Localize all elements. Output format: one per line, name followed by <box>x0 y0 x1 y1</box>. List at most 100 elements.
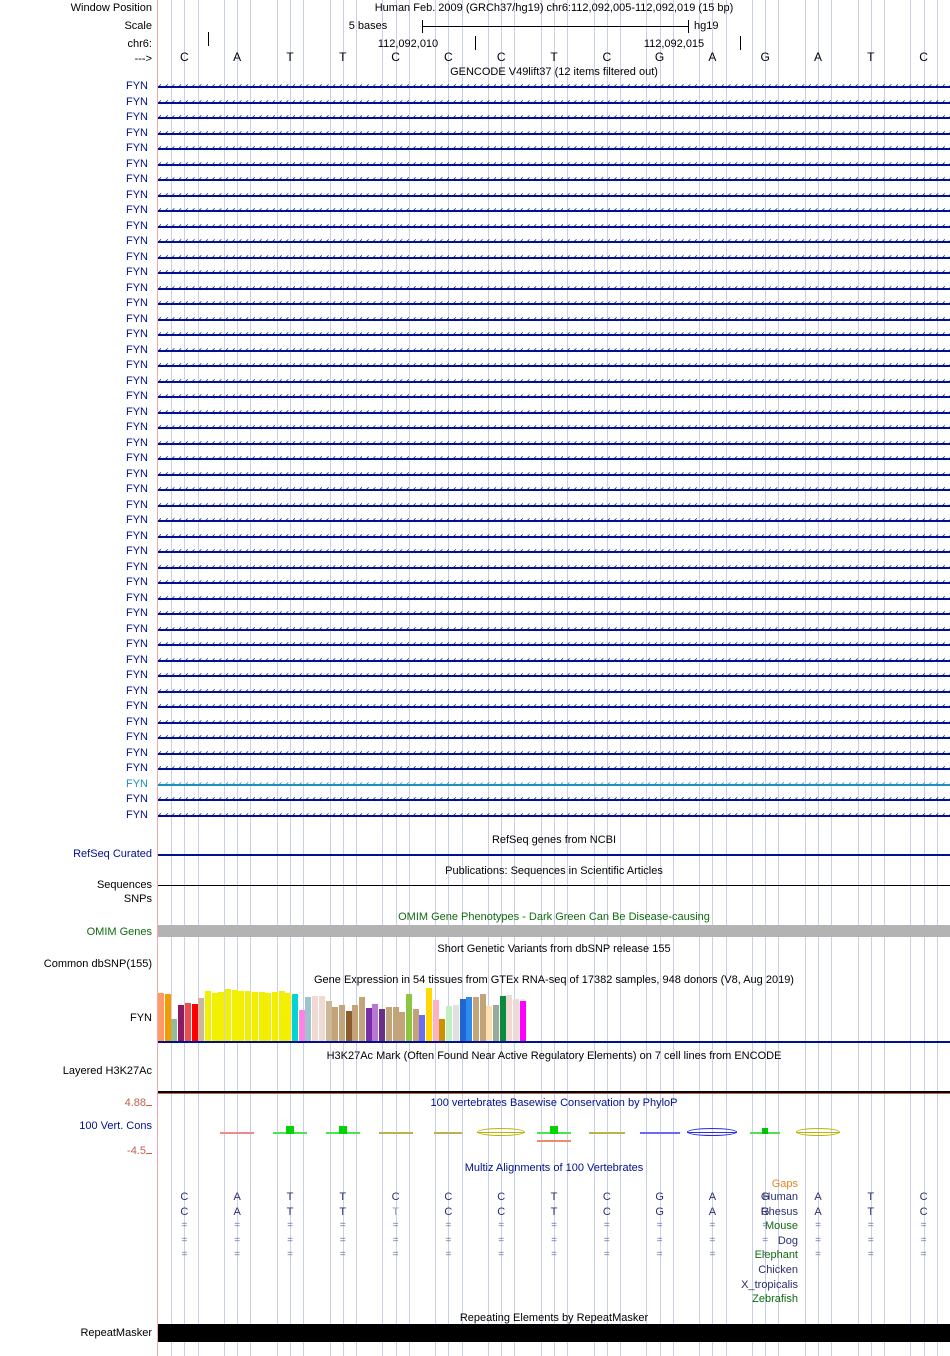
conservation-bar-line[interactable] <box>588 1132 625 1134</box>
gtex-tissue-bar[interactable] <box>218 992 225 1041</box>
gtex-tissue-bar[interactable] <box>379 1009 386 1041</box>
gencode-row-label[interactable]: FYN <box>126 235 148 247</box>
gencode-gene-row[interactable]: ‹‹‹‹‹‹‹‹‹‹‹‹‹‹‹‹‹‹‹‹‹‹‹‹‹‹‹‹‹‹‹‹‹‹‹‹‹‹‹‹… <box>158 794 950 805</box>
gtex-tissue-bar[interactable] <box>519 1001 526 1041</box>
gencode-gene-row[interactable]: ‹‹‹‹‹‹‹‹‹‹‹‹‹‹‹‹‹‹‹‹‹‹‹‹‹‹‹‹‹‹‹‹‹‹‹‹‹‹‹‹… <box>158 329 950 340</box>
gtex-tissue-bar[interactable] <box>211 993 218 1041</box>
gencode-row-label[interactable]: FYN <box>126 297 148 309</box>
gencode-gene-row[interactable]: ‹‹‹‹‹‹‹‹‹‹‹‹‹‹‹‹‹‹‹‹‹‹‹‹‹‹‹‹‹‹‹‹‹‹‹‹‹‹‹‹… <box>158 670 950 681</box>
gtex-tissue-bar[interactable] <box>345 1011 352 1041</box>
gencode-gene-row[interactable]: ‹‹‹‹‹‹‹‹‹‹‹‹‹‹‹‹‹‹‹‹‹‹‹‹‹‹‹‹‹‹‹‹‹‹‹‹‹‹‹‹… <box>158 546 950 557</box>
gencode-row-label[interactable]: FYN <box>126 731 148 743</box>
gtex-tissue-bar[interactable] <box>338 1005 345 1041</box>
gencode-row-label[interactable]: FYN <box>126 560 148 573</box>
gencode-row-label[interactable]: FYN <box>126 173 148 185</box>
gtex-tissue-bar[interactable] <box>184 1003 191 1041</box>
gencode-row-label[interactable]: FYN <box>126 328 148 340</box>
gencode-gene-row[interactable]: ‹‹‹‹‹‹‹‹‹‹‹‹‹‹‹‹‹‹‹‹‹‹‹‹‹‹‹‹‹‹‹‹‹‹‹‹‹‹‹‹… <box>158 732 950 743</box>
gencode-gene-row[interactable]: ‹‹‹‹‹‹‹‹‹‹‹‹‹‹‹‹‹‹‹‹‹‹‹‹‹‹‹‹‹‹‹‹‹‹‹‹‹‹‹‹… <box>158 701 950 712</box>
gencode-row-label[interactable]: FYN <box>126 483 148 495</box>
conservation-bar-line[interactable] <box>434 1132 463 1134</box>
conservation-features[interactable] <box>158 1105 950 1155</box>
gencode-gene-row[interactable]: ‹‹‹‹‹‹‹‹‹‹‹‹‹‹‹‹‹‹‹‹‹‹‹‹‹‹‹‹‹‹‹‹‹‹‹‹‹‹‹‹… <box>158 453 950 464</box>
multiz-species-label[interactable]: Elephant <box>754 1249 798 1262</box>
multiz-species-label[interactable]: Human <box>762 1191 798 1203</box>
gencode-row-label[interactable]: FYN <box>126 746 148 759</box>
multiz-species-label[interactable]: X_tropicalis <box>741 1278 798 1291</box>
gencode-gene-row[interactable]: ‹‹‹‹‹‹‹‹‹‹‹‹‹‹‹‹‹‹‹‹‹‹‹‹‹‹‹‹‹‹‹‹‹‹‹‹‹‹‹‹… <box>158 593 950 604</box>
gtex-tissue-bar[interactable] <box>459 999 466 1041</box>
gencode-gene-row[interactable]: ‹‹‹‹‹‹‹‹‹‹‹‹‹‹‹‹‹‹‹‹‹‹‹‹‹‹‹‹‹‹‹‹‹‹‹‹‹‹‹‹… <box>158 515 950 526</box>
gencode-row-label[interactable]: FYN <box>126 343 148 356</box>
refseq-feature-line[interactable] <box>158 854 950 856</box>
gencode-gene-row[interactable]: ‹‹‹‹‹‹‹‹‹‹‹‹‹‹‹‹‹‹‹‹‹‹‹‹‹‹‹‹‹‹‹‹‹‹‹‹‹‹‹‹… <box>158 221 950 232</box>
conservation-bar-line[interactable] <box>220 1132 255 1134</box>
gtex-tissue-bar[interactable] <box>365 1008 372 1041</box>
multiz-species-label[interactable]: Mouse <box>764 1220 798 1233</box>
gencode-row-label[interactable]: FYN <box>126 607 148 619</box>
gencode-gene-row[interactable]: ‹‹‹‹‹‹‹‹‹‹‹‹‹‹‹‹‹‹‹‹‹‹‹‹‹‹‹‹‹‹‹‹‹‹‹‹‹‹‹‹… <box>158 748 950 759</box>
multiz-species-label[interactable]: Rhesus <box>760 1205 798 1218</box>
gencode-row-label[interactable]: FYN <box>126 545 148 557</box>
gencode-gene-row[interactable]: ‹‹‹‹‹‹‹‹‹‹‹‹‹‹‹‹‹‹‹‹‹‹‹‹‹‹‹‹‹‹‹‹‹‹‹‹‹‹‹‹… <box>158 81 950 92</box>
conservation-bar-line[interactable] <box>639 1132 680 1134</box>
gencode-row-label[interactable]: FYN <box>126 762 148 774</box>
gencode-row-label[interactable]: FYN <box>126 452 148 464</box>
gencode-row-label[interactable]: FYN <box>126 715 148 728</box>
gencode-gene-row[interactable]: ‹‹‹‹‹‹‹‹‹‹‹‹‹‹‹‹‹‹‹‹‹‹‹‹‹‹‹‹‹‹‹‹‹‹‹‹‹‹‹‹… <box>158 159 950 170</box>
gtex-tissue-bar[interactable] <box>278 991 285 1041</box>
gencode-gene-row[interactable]: ‹‹‹‹‹‹‹‹‹‹‹‹‹‹‹‹‹‹‹‹‹‹‹‹‹‹‹‹‹‹‹‹‹‹‹‹‹‹‹‹… <box>158 236 950 247</box>
gtex-tissue-bar[interactable] <box>178 1005 185 1041</box>
gencode-row-label[interactable]: FYN <box>126 421 148 433</box>
publications-feature-line[interactable] <box>158 885 950 886</box>
gtex-tissue-bar[interactable] <box>432 1000 439 1041</box>
gencode-gene-row[interactable]: ‹‹‹‹‹‹‹‹‹‹‹‹‹‹‹‹‹‹‹‹‹‹‹‹‹‹‹‹‹‹‹‹‹‹‹‹‹‹‹‹… <box>158 190 950 201</box>
gtex-tissue-bar[interactable] <box>298 1010 305 1041</box>
gencode-row-label[interactable]: FYN <box>126 529 148 542</box>
gtex-tissue-bar[interactable] <box>372 1004 379 1041</box>
gencode-row-label[interactable]: FYN <box>126 374 148 387</box>
gencode-row-label[interactable]: FYN <box>126 157 148 170</box>
gtex-tissue-bar[interactable] <box>225 989 232 1041</box>
gtex-expression-barchart[interactable] <box>158 985 950 1041</box>
conservation-score-block[interactable] <box>762 1128 769 1134</box>
gtex-tissue-bar[interactable] <box>238 991 245 1041</box>
gencode-row-label[interactable]: FYN <box>126 312 148 325</box>
gtex-tissue-bar[interactable] <box>493 1005 500 1041</box>
gencode-row-label[interactable]: FYN <box>126 359 148 371</box>
gencode-row-label[interactable]: FYN <box>126 142 148 154</box>
gencode-gene-row[interactable]: ‹‹‹‹‹‹‹‹‹‹‹‹‹‹‹‹‹‹‹‹‹‹‹‹‹‹‹‹‹‹‹‹‹‹‹‹‹‹‹‹… <box>158 345 950 356</box>
gencode-row-label[interactable]: FYN <box>126 390 148 402</box>
gencode-gene-row[interactable]: ‹‹‹‹‹‹‹‹‹‹‹‹‹‹‹‹‹‹‹‹‹‹‹‹‹‹‹‹‹‹‹‹‹‹‹‹‹‹‹‹… <box>158 562 950 573</box>
gtex-tissue-bar[interactable] <box>292 994 299 1041</box>
gencode-gene-row[interactable]: ‹‹‹‹‹‹‹‹‹‹‹‹‹‹‹‹‹‹‹‹‹‹‹‹‹‹‹‹‹‹‹‹‹‹‹‹‹‹‹‹… <box>158 763 950 774</box>
gencode-gene-row[interactable]: ‹‹‹‹‹‹‹‹‹‹‹‹‹‹‹‹‹‹‹‹‹‹‹‹‹‹‹‹‹‹‹‹‹‹‹‹‹‹‹‹… <box>158 438 950 449</box>
gencode-row-label[interactable]: FYN <box>126 188 148 201</box>
gencode-gene-row[interactable]: ‹‹‹‹‹‹‹‹‹‹‹‹‹‹‹‹‹‹‹‹‹‹‹‹‹‹‹‹‹‹‹‹‹‹‹‹‹‹‹‹… <box>158 686 950 697</box>
gtex-tissue-bar[interactable] <box>258 992 265 1041</box>
gencode-row-label[interactable]: FYN <box>126 684 148 697</box>
gencode-gene-row[interactable]: ‹‹‹‹‹‹‹‹‹‹‹‹‹‹‹‹‹‹‹‹‹‹‹‹‹‹‹‹‹‹‹‹‹‹‹‹‹‹‹‹… <box>158 283 950 294</box>
gencode-row-label[interactable]: FYN <box>126 467 148 480</box>
gtex-tissue-bar[interactable] <box>499 996 506 1041</box>
gtex-tissue-bar[interactable] <box>399 1012 406 1041</box>
gencode-gene-row[interactable]: ‹‹‹‹‹‹‹‹‹‹‹‹‹‹‹‹‹‹‹‹‹‹‹‹‹‹‹‹‹‹‹‹‹‹‹‹‹‹‹‹… <box>158 469 950 480</box>
gencode-gene-row[interactable]: ‹‹‹‹‹‹‹‹‹‹‹‹‹‹‹‹‹‹‹‹‹‹‹‹‹‹‹‹‹‹‹‹‹‹‹‹‹‹‹‹… <box>158 500 950 511</box>
gencode-gene-row[interactable]: ‹‹‹‹‹‹‹‹‹‹‹‹‹‹‹‹‹‹‹‹‹‹‹‹‹‹‹‹‹‹‹‹‹‹‹‹‹‹‹‹… <box>158 112 950 123</box>
conservation-score-block[interactable] <box>550 1126 558 1134</box>
gtex-tissue-bar[interactable] <box>352 1005 359 1041</box>
gencode-row-label[interactable]: FYN <box>126 266 148 278</box>
gencode-row-label[interactable]: FYN <box>126 80 148 92</box>
gtex-tissue-bar[interactable] <box>506 995 513 1041</box>
gtex-tissue-bar[interactable] <box>158 993 165 1041</box>
gencode-gene-row[interactable]: ‹‹‹‹‹‹‹‹‹‹‹‹‹‹‹‹‹‹‹‹‹‹‹‹‹‹‹‹‹‹‹‹‹‹‹‹‹‹‹‹… <box>158 391 950 402</box>
gtex-tissue-bar[interactable] <box>312 996 319 1041</box>
gencode-gene-row[interactable]: ‹‹‹‹‹‹‹‹‹‹‹‹‹‹‹‹‹‹‹‹‹‹‹‹‹‹‹‹‹‹‹‹‹‹‹‹‹‹‹‹… <box>158 143 950 154</box>
gtex-tissue-bar[interactable] <box>231 990 238 1041</box>
multiz-species-label[interactable]: Dog <box>777 1234 798 1247</box>
gtex-tissue-bar[interactable] <box>446 1006 453 1041</box>
gencode-row-label[interactable]: FYN <box>126 126 148 139</box>
gtex-tissue-bar[interactable] <box>486 1006 493 1041</box>
gtex-tissue-bar[interactable] <box>479 994 486 1041</box>
gencode-gene-row[interactable]: ‹‹‹‹‹‹‹‹‹‹‹‹‹‹‹‹‹‹‹‹‹‹‹‹‹‹‹‹‹‹‹‹‹‹‹‹‹‹‹‹… <box>158 810 950 821</box>
